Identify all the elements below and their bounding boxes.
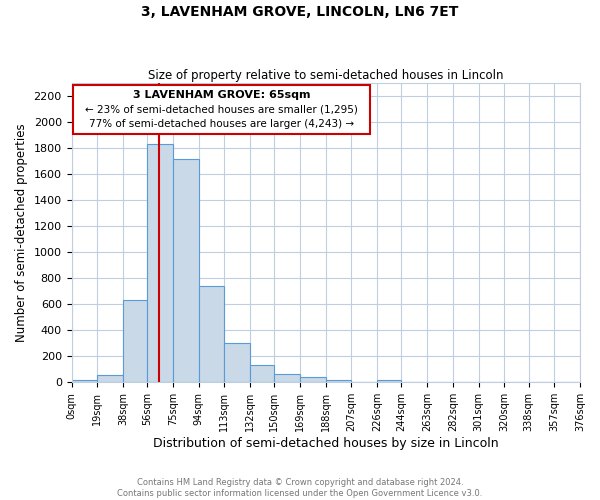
Y-axis label: Number of semi-detached properties: Number of semi-detached properties bbox=[15, 124, 28, 342]
Bar bbox=[300, 377, 326, 382]
Bar bbox=[250, 366, 274, 382]
Bar bbox=[123, 300, 147, 382]
Bar bbox=[377, 380, 401, 382]
Text: ← 23% of semi-detached houses are smaller (1,295): ← 23% of semi-detached houses are smalle… bbox=[85, 104, 358, 115]
Bar bbox=[71, 380, 97, 382]
Text: 3 LAVENHAM GROVE: 65sqm: 3 LAVENHAM GROVE: 65sqm bbox=[133, 90, 310, 100]
Bar bbox=[173, 158, 199, 382]
Bar bbox=[97, 374, 123, 382]
Text: 77% of semi-detached houses are larger (4,243) →: 77% of semi-detached houses are larger (… bbox=[89, 119, 354, 129]
Title: Size of property relative to semi-detached houses in Lincoln: Size of property relative to semi-detach… bbox=[148, 69, 503, 82]
Text: Contains HM Land Registry data © Crown copyright and database right 2024.
Contai: Contains HM Land Registry data © Crown c… bbox=[118, 478, 482, 498]
Bar bbox=[199, 286, 224, 382]
X-axis label: Distribution of semi-detached houses by size in Lincoln: Distribution of semi-detached houses by … bbox=[153, 437, 499, 450]
Bar bbox=[274, 374, 300, 382]
Text: 3, LAVENHAM GROVE, LINCOLN, LN6 7ET: 3, LAVENHAM GROVE, LINCOLN, LN6 7ET bbox=[142, 5, 458, 19]
FancyBboxPatch shape bbox=[73, 85, 370, 134]
Bar bbox=[326, 380, 352, 382]
Bar bbox=[147, 144, 173, 382]
Bar bbox=[224, 342, 250, 382]
